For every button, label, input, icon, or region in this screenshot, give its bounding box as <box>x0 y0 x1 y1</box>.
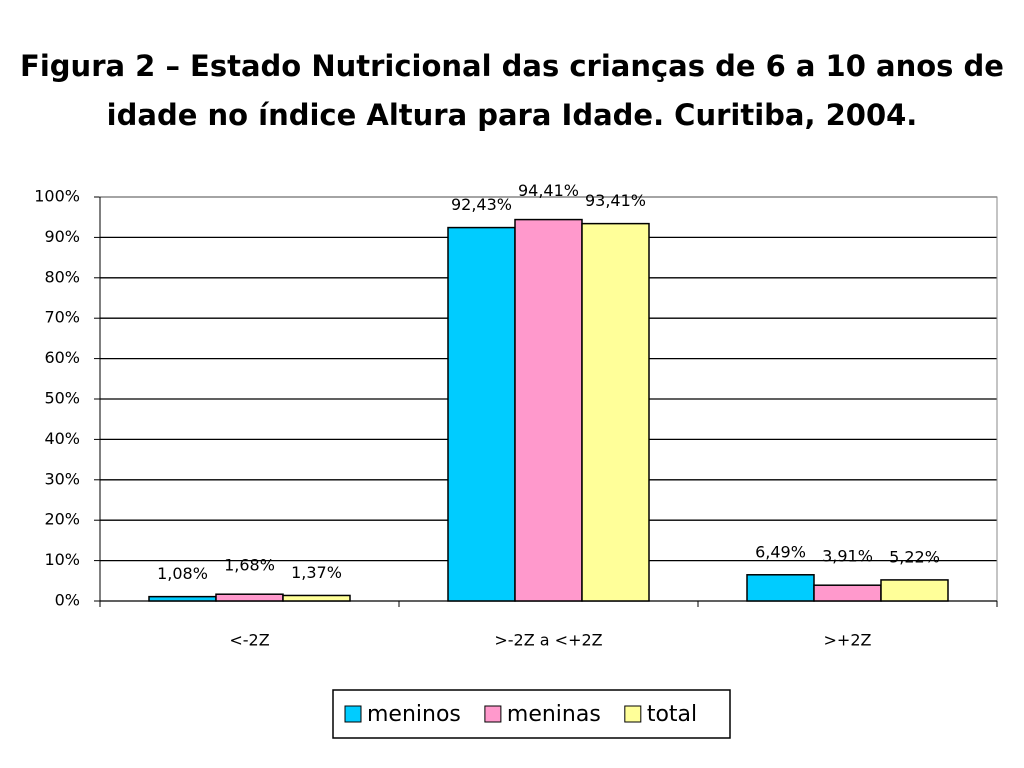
data-label: 3,91% <box>822 547 873 566</box>
legend-frame <box>332 689 731 739</box>
data-label: 1,68% <box>224 556 275 575</box>
y-tick-label: 40% <box>44 429 80 448</box>
bar <box>880 579 949 602</box>
bar <box>581 222 650 602</box>
bar <box>215 593 284 602</box>
legend-label: total <box>647 702 697 727</box>
bar <box>148 595 217 602</box>
bar <box>447 226 516 602</box>
legend-swatch <box>484 705 502 723</box>
legend-swatch <box>344 705 362 723</box>
data-label: 1,37% <box>291 563 342 582</box>
bar <box>813 584 882 602</box>
y-tick-label: 100% <box>34 187 80 206</box>
bar <box>514 218 583 602</box>
y-tick-label: 10% <box>44 550 80 569</box>
y-tick-label: 60% <box>44 348 80 367</box>
data-label: 6,49% <box>755 542 806 561</box>
y-tick-label: 90% <box>44 227 80 246</box>
bar <box>746 574 815 602</box>
legend-swatch <box>624 705 642 723</box>
y-tick-label: 80% <box>44 267 80 286</box>
data-label: 1,08% <box>157 564 208 583</box>
y-tick-label: 30% <box>44 469 80 488</box>
x-tick-label: <-2Z <box>229 631 269 650</box>
legend-label: meninos <box>367 702 461 727</box>
y-tick-label: 20% <box>44 510 80 529</box>
data-label: 92,43% <box>451 195 512 214</box>
legend-label: meninas <box>507 702 601 727</box>
chart-title: Figura 2 – Estado Nutricional das crianç… <box>20 49 1004 132</box>
y-tick-label: 70% <box>44 308 80 327</box>
x-tick-label: >-2Z a <+2Z <box>494 631 602 650</box>
data-label: 93,41% <box>585 191 646 210</box>
data-label: 94,41% <box>518 181 579 200</box>
bar <box>282 594 351 602</box>
y-tick-label: 50% <box>44 389 80 408</box>
data-label: 5,22% <box>889 547 940 566</box>
x-tick-label: >+2Z <box>824 631 872 650</box>
y-tick-label: 0% <box>55 591 80 610</box>
